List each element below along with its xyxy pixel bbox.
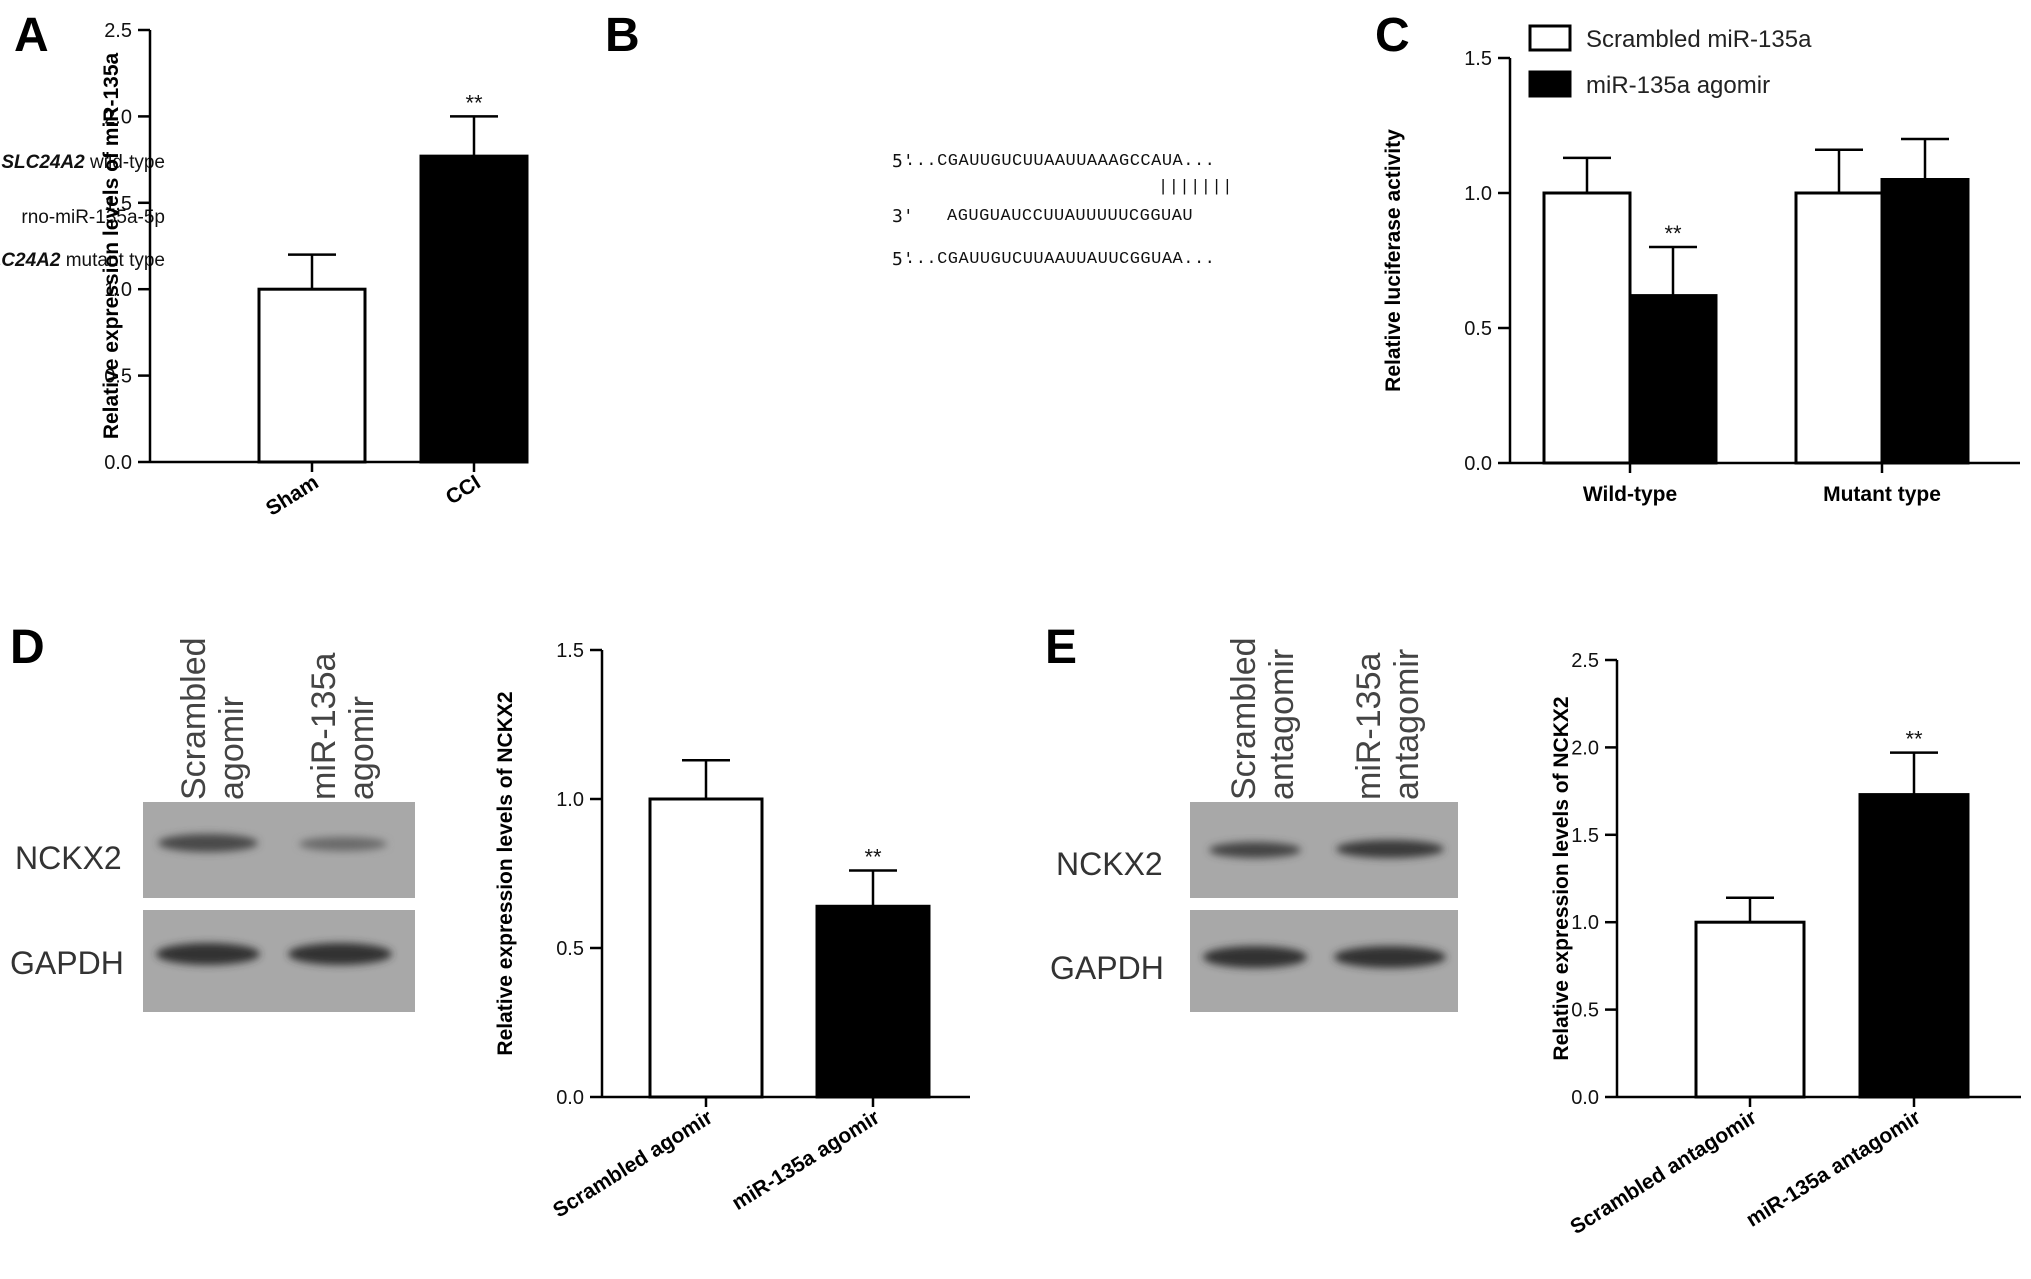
mutant-gene-label: SLC24A2 [0,250,61,271]
panel-letter-e: E [1045,621,1078,674]
panel-letter-b: B [605,9,640,62]
a-ytick-label: 0.5 [104,366,132,388]
mirna-sequence: AGUGUAUCCUUAUUUUUCGGUAU [947,207,1194,226]
c-bar-0-1 [1628,294,1718,465]
panel-letter-d: D [10,621,45,674]
c-bar-1-0 [1794,191,1884,465]
blot-e-nckx2-band-2 [1336,840,1444,858]
a-ytick-label: 0.0 [104,452,132,474]
c-ytick-label: 1.5 [1464,48,1492,70]
chart-e: 0.0 0.5 1.0 1.5 2.0 2.5 Relative expression le… [1550,650,2021,1239]
d-ytick-label: 1.0 [556,789,584,811]
e-bar-0 [1694,920,1806,1099]
a-ytick-label: 2.5 [104,20,132,42]
c-bar-1-1 [1880,178,1970,465]
e-bar-1-significance: ** [1905,727,1923,752]
chart-a: 0.0 0.5 1.0 1.5 2.0 2.5 Relative expression le… [100,20,529,521]
c-ylabel: Relative luciferase activity [1382,129,1405,392]
wild-type-end: 5' [892,151,914,172]
d-ylabel: Relative expression levels of NCKX2 [494,691,517,1055]
d-bar-1-significance: ** [864,845,882,870]
d-bar-0 [648,797,764,1099]
c-legend-label-0: Scrambled miR-135a [1586,26,1812,53]
blot-e: Scrambled antagomir miR-135a antagomir NCK… [1040,620,1480,1020]
c-bar-0-0 [1542,191,1632,465]
blot-d-image [143,802,415,1012]
e-ytick-label: 2.5 [1571,650,1599,672]
e-bar-1 [1858,793,1970,1099]
d-ytick-label: 0.0 [556,1087,584,1109]
blot-d-nckx2-label: NCKX2 [15,840,122,876]
e-ytick-label: 0.5 [1571,1000,1599,1022]
blot-e-nckx2-label: NCKX2 [1056,846,1163,882]
d-ytick-label: 0.5 [556,938,584,960]
mutant-sequence: ...CGAUUGUCUUAAUUAUUCGGUAA... [905,250,1216,269]
mirna-end: 3' [892,206,914,227]
blot-d: Scrambled agomir miR-135a agomir NCKX2 GAP… [0,620,430,1020]
c-xtick-label: Wild-type [1583,483,1677,506]
c-ytick-label: 1.0 [1464,183,1492,205]
e-xtick-label: miR-135a antagomir [1742,1106,1924,1232]
d-ytick-label: 1.5 [556,640,584,662]
e-ytick-label: 0.0 [1571,1087,1599,1109]
wild-type-gene-label: SLC24A2 [1,152,85,173]
blot-e-image [1190,802,1458,1012]
c-xtick-label: Mutant type [1823,483,1941,506]
a-xtick-label: CCI [442,471,485,510]
e-xtick-label: Scrambled antagomir [1566,1106,1760,1239]
mutant-end: 5' [892,249,914,270]
d-bar-1 [815,904,931,1099]
a-ytick-label: 1.5 [104,193,132,215]
blot-d-nckx2-band-1 [158,834,258,852]
wild-type-label: wild-type [84,152,165,173]
d-xtick-label: miR-135a agomir [728,1106,884,1215]
a-ytick-label: 1.0 [104,279,132,301]
wild-type-sequence: ...CGAUUGUCUUAAUUAAAGCCAUA... [905,152,1216,171]
e-ytick-label: 1.5 [1571,825,1599,847]
blot-d-gapdh-band-1 [156,943,260,965]
blot-d-gapdh-band-2 [288,943,392,965]
a-ytick-label: 2.0 [104,106,132,128]
chart-c: 0.0 0.5 1.0 1.5 Relative luciferase activity… [1382,24,2020,506]
a-bar-1-significance: ** [465,90,483,115]
mirna-label: rno-miR-135a-5p [21,207,165,228]
c-legend-swatch-1 [1528,70,1572,98]
panel-letter-c: C [1375,9,1410,62]
c-legend-swatch-0 [1528,24,1572,52]
blot-e-nckx2-band-1 [1209,842,1301,858]
blot-d-gapdh-label: GAPDH [10,945,124,981]
sequence-alignment: SLC24A2 wild-type 5' ...CGAUUGUCUUAAUUAA… [0,150,1335,290]
c-legend-label-1: miR-135a agomir [1586,72,1770,99]
mutant-label: mutant type [60,250,165,271]
e-ytick-label: 1.0 [1571,912,1599,934]
c-ytick-label: 0.0 [1464,453,1492,475]
chart-d: 0.0 0.5 1.0 1.5 Relative expression levels o… [494,640,970,1223]
pairing-lines: ||||||| [1158,178,1233,197]
a-xtick-label: Sham [262,471,323,521]
c-ytick-label: 0.5 [1464,318,1492,340]
a-ylabel: Relative expression levels of miR-135a [100,53,123,440]
c-bar-0-1-significance: ** [1664,221,1682,246]
blot-e-gapdh-label: GAPDH [1050,950,1164,986]
blot-d-nckx2-band-2 [299,837,387,851]
panel-letter-a: A [14,9,49,62]
blot-e-gapdh-band-1 [1203,946,1307,968]
e-ylabel: Relative expression levels of NCKX2 [1550,696,1573,1060]
a-bar-1 [419,154,529,464]
a-bar-0 [257,287,367,464]
blot-e-gapdh-band-2 [1334,946,1446,968]
d-xtick-label: Scrambled agomir [549,1106,717,1223]
e-ytick-label: 2.0 [1571,737,1599,759]
